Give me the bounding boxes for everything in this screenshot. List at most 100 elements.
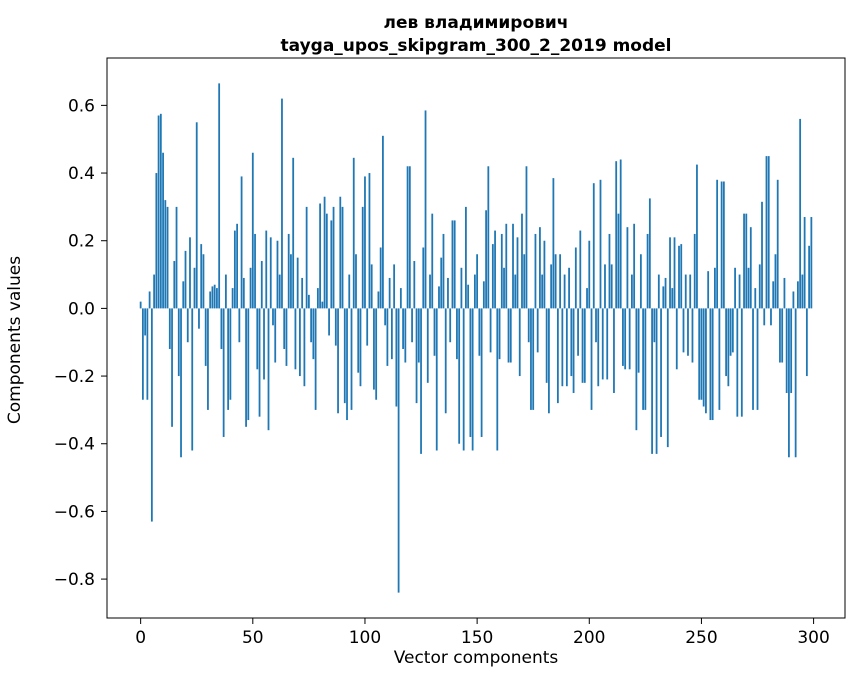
- bar: [278, 274, 281, 309]
- bar: [574, 247, 577, 309]
- bar: [595, 308, 597, 343]
- bar: [422, 247, 425, 309]
- bar: [498, 308, 501, 360]
- bar: [202, 254, 205, 309]
- bar: [467, 284, 470, 309]
- bar: [577, 308, 579, 356]
- bar: [153, 274, 155, 309]
- bar: [482, 281, 485, 309]
- bar: [213, 284, 216, 309]
- bar: [570, 308, 573, 377]
- bar: [397, 308, 400, 593]
- bar: [534, 233, 537, 309]
- bar: [644, 308, 647, 410]
- bar: [229, 308, 232, 400]
- bar: [590, 308, 593, 410]
- bar: [415, 308, 418, 404]
- bar: [204, 308, 207, 366]
- bar: [545, 308, 548, 383]
- bar: [319, 203, 321, 309]
- bar: [541, 274, 544, 309]
- bar: [705, 308, 707, 414]
- bar: [382, 135, 384, 309]
- bar: [420, 308, 422, 454]
- bar: [509, 308, 512, 363]
- bar: [572, 308, 575, 393]
- bar: [453, 220, 456, 309]
- bar: [687, 308, 689, 356]
- bar: [442, 233, 445, 309]
- bar: [377, 291, 380, 309]
- bar: [613, 308, 615, 393]
- bar: [168, 308, 171, 349]
- bar: [438, 286, 440, 309]
- x-tick-label: 0: [135, 628, 146, 648]
- bar: [720, 181, 723, 309]
- x-tick-label: 50: [242, 628, 264, 648]
- bar: [216, 288, 218, 309]
- bar: [177, 308, 180, 377]
- bar: [783, 277, 786, 309]
- bar: [801, 274, 804, 309]
- bar: [635, 308, 638, 431]
- bar: [628, 308, 631, 370]
- x-tick-label: 200: [573, 628, 605, 648]
- bar: [469, 308, 472, 437]
- bar: [433, 308, 436, 356]
- bar: [756, 308, 759, 410]
- bar: [395, 308, 398, 407]
- bar: [355, 254, 357, 309]
- bar: [473, 274, 476, 309]
- bar: [390, 308, 393, 360]
- bar: [532, 308, 535, 410]
- bar: [281, 98, 283, 309]
- bar: [689, 274, 692, 309]
- bar: [790, 308, 793, 393]
- bar: [249, 267, 252, 309]
- bar: [487, 166, 490, 309]
- bar: [651, 308, 653, 454]
- bar: [352, 157, 355, 309]
- bar: [743, 213, 745, 309]
- bar: [485, 210, 487, 309]
- bar: [675, 308, 678, 370]
- bar: [476, 254, 479, 309]
- bar: [305, 206, 308, 309]
- bar: [384, 308, 387, 326]
- bar: [749, 227, 752, 309]
- bar: [599, 179, 602, 309]
- bar: [440, 257, 443, 309]
- bar: [227, 308, 230, 410]
- bar: [193, 267, 196, 309]
- bar: [718, 308, 721, 410]
- bar: [310, 308, 313, 343]
- bar: [691, 308, 694, 363]
- bar: [209, 291, 212, 309]
- bar: [552, 178, 555, 309]
- bar: [245, 308, 247, 427]
- bar: [662, 286, 665, 309]
- bar: [624, 308, 627, 370]
- bar: [359, 308, 362, 387]
- bar: [505, 223, 508, 309]
- bar: [269, 237, 272, 309]
- bar: [655, 308, 658, 454]
- bar: [146, 308, 149, 400]
- bar: [494, 230, 496, 309]
- bar: [714, 267, 716, 309]
- bar: [702, 308, 705, 407]
- bar: [238, 308, 241, 343]
- bar: [404, 308, 407, 363]
- bar: [765, 156, 768, 309]
- bar: [512, 223, 514, 309]
- bar: [666, 308, 669, 448]
- bar: [586, 288, 588, 309]
- bar: [267, 308, 270, 431]
- bar: [189, 237, 191, 309]
- bar: [682, 308, 685, 353]
- bar: [368, 173, 371, 309]
- bar: [736, 308, 739, 417]
- bar: [660, 308, 662, 437]
